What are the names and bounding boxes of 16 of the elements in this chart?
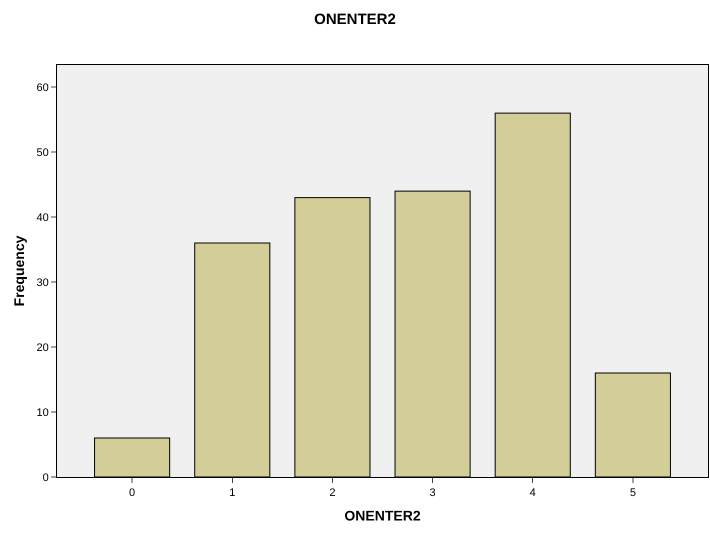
x-tick-label: 5 bbox=[630, 487, 636, 500]
y-tick-label: 20 bbox=[36, 342, 49, 354]
x-tick-label: 1 bbox=[229, 487, 236, 500]
x-tick-label: 3 bbox=[430, 487, 436, 500]
y-tick-label: 30 bbox=[36, 276, 49, 289]
y-tick-label: 10 bbox=[36, 406, 49, 419]
y-axis-title: Frequency bbox=[11, 235, 28, 306]
x-tick-label: 4 bbox=[530, 487, 536, 500]
x-tick-label: 2 bbox=[329, 487, 336, 500]
x-tick-label: 0 bbox=[129, 487, 136, 500]
y-tick-label: 40 bbox=[36, 212, 49, 224]
y-tick-label: 60 bbox=[36, 82, 49, 94]
y-tick-label: 0 bbox=[42, 472, 49, 484]
chart-title: ONENTER2 bbox=[314, 11, 396, 28]
x-axis-title: ONENTER2 bbox=[344, 508, 421, 524]
y-tick-label: 50 bbox=[36, 146, 49, 159]
